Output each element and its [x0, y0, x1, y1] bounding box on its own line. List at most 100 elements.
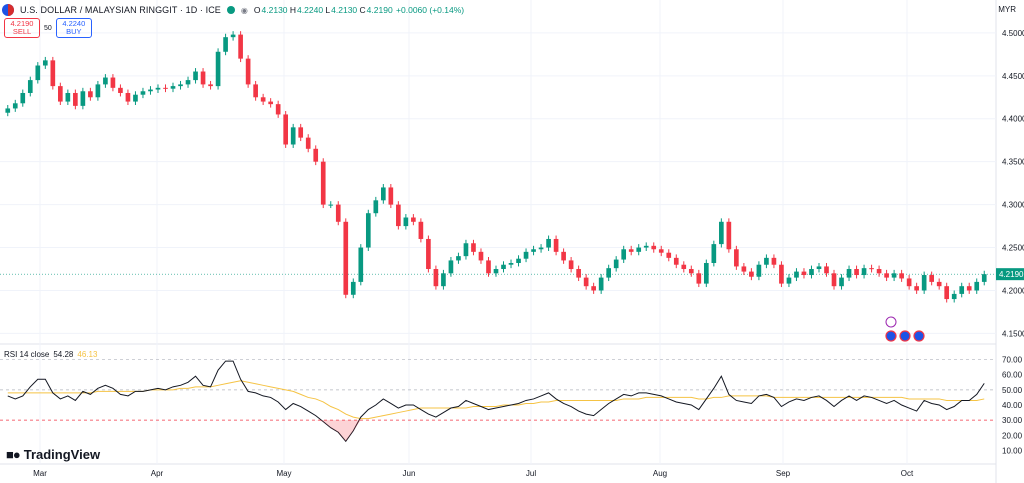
candle-body: [981, 274, 987, 282]
candle-body: [711, 244, 717, 264]
candle: [703, 259, 709, 288]
candle: [358, 244, 364, 286]
candle-body: [906, 278, 912, 287]
candle-body: [636, 247, 642, 252]
candle-body: [576, 269, 581, 278]
candle-body: [328, 204, 334, 206]
candle: [546, 235, 551, 251]
candle: [681, 261, 687, 273]
candle-body: [403, 217, 409, 227]
candle-body: [245, 58, 251, 85]
candle-body: [335, 204, 341, 222]
candle-body: [854, 269, 859, 276]
candle-body: [448, 260, 454, 274]
candle: [688, 265, 694, 277]
candle: [163, 84, 168, 93]
candle-body: [426, 238, 431, 270]
candle-body: [688, 269, 694, 274]
candle: [741, 263, 747, 276]
symbol-title[interactable]: U.S. DOLLAR / MALAYSIAN RINGGIT · 1D · I…: [20, 5, 221, 15]
candle: [839, 274, 844, 290]
candle: [5, 105, 11, 117]
candle-body: [899, 273, 904, 279]
candle-body: [891, 273, 897, 278]
candle-body: [418, 221, 424, 239]
rsi-tick-label: 60.00: [1002, 371, 1023, 380]
candle: [50, 56, 56, 90]
price-tick-label: 4.1500: [1002, 329, 1024, 338]
time-tick-label: Sep: [776, 469, 791, 478]
rsi-ma-value: 46.13: [77, 350, 98, 359]
candle: [223, 33, 228, 56]
candle: [140, 87, 146, 99]
candle-body: [486, 260, 491, 274]
candle: [959, 282, 965, 298]
candle: [628, 245, 634, 256]
rsi-tick-label: 40.00: [1002, 401, 1023, 410]
candle-body: [951, 293, 957, 300]
candle-body: [283, 114, 289, 145]
candle: [561, 248, 566, 264]
rsi-label[interactable]: RSI 14 close: [4, 350, 50, 359]
candle: [921, 271, 927, 294]
time-tick-label: May: [276, 469, 291, 478]
candle: [27, 76, 33, 97]
candle-body: [125, 92, 131, 102]
candle: [568, 256, 574, 273]
candle: [155, 84, 161, 93]
rsi-tick-label: 50.00: [1002, 386, 1023, 395]
candle-body: [936, 281, 942, 287]
tradingview-logo[interactable]: ■● TradingView: [6, 447, 100, 462]
candle-body: [809, 269, 814, 276]
candle-body: [441, 273, 446, 287]
candle-body: [779, 264, 784, 284]
candle: [148, 86, 153, 95]
eye-icon[interactable]: ◉: [240, 5, 248, 15]
candle-body: [741, 266, 747, 272]
candle-body: [20, 92, 26, 104]
candle-body: [606, 268, 612, 278]
candle-body: [516, 258, 521, 264]
candle: [951, 290, 957, 303]
candle: [118, 84, 123, 97]
rsi-ma-line: [7, 380, 985, 420]
buy-button[interactable]: 4.2240 BUY: [55, 18, 92, 38]
candle: [12, 99, 18, 112]
candle-body: [73, 92, 78, 106]
currency-label[interactable]: MYR: [998, 5, 1016, 14]
candle: [328, 201, 334, 209]
candle: [58, 82, 63, 106]
candle-body: [12, 103, 18, 109]
candle: [463, 239, 469, 260]
candle: [456, 252, 461, 264]
candle-body: [974, 281, 980, 291]
rsi-tick-label: 20.00: [1002, 431, 1023, 440]
candle: [343, 218, 349, 299]
rsi-header: RSI 14 close 54.28 46.13: [4, 350, 97, 359]
economic-event-icon: [885, 330, 897, 342]
dividend-event-icon: [885, 316, 897, 328]
candle-body: [275, 104, 281, 115]
candle: [20, 89, 26, 107]
market-status-icon[interactable]: [226, 6, 235, 14]
candle-body: [839, 277, 844, 287]
tradingview-text: TradingView: [23, 447, 101, 462]
price-tick-label: 4.3500: [1002, 158, 1024, 167]
candle-body: [861, 268, 867, 276]
price-tick-label: 4.5000: [1002, 29, 1024, 38]
candle: [80, 87, 86, 110]
low-value: 4.2130: [331, 5, 358, 15]
candle: [215, 48, 221, 90]
high-label: H: [289, 5, 297, 15]
candle: [320, 158, 326, 209]
candle: [185, 76, 191, 88]
buy-price: 4.2240: [62, 19, 86, 28]
sell-button[interactable]: 4.2190 SELL: [4, 18, 40, 38]
candle: [448, 256, 454, 277]
candle: [335, 201, 341, 226]
candle-body: [538, 247, 544, 250]
candle: [396, 201, 401, 230]
candle: [884, 269, 889, 282]
candle-body: [583, 277, 589, 287]
